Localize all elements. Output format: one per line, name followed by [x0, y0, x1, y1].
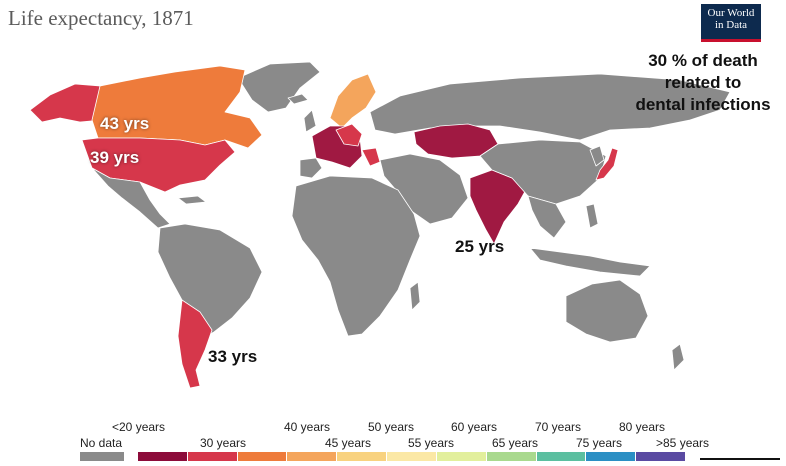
region-southeast-asia[interactable] — [527, 195, 567, 239]
region-argentina[interactable] — [177, 299, 213, 389]
region-mexico[interactable] — [91, 167, 171, 229]
chart-title: Life expectancy, 1871 — [8, 6, 194, 30]
logo-line-1: Our World — [707, 7, 755, 19]
region-balkans[interactable] — [361, 147, 381, 167]
note-line-3: dental infections — [635, 95, 771, 114]
logo-line-2: in Data — [714, 19, 748, 31]
label-argentina: 33 yrs — [208, 347, 258, 366]
region-uk[interactable] — [303, 109, 317, 133]
region-indonesia[interactable] — [529, 247, 651, 277]
region-iceland[interactable] — [287, 93, 309, 105]
region-canada[interactable] — [91, 65, 263, 149]
owid-logo[interactable]: Our World in Data — [701, 4, 761, 42]
region-greenland[interactable] — [237, 61, 321, 113]
region-central-europe[interactable] — [335, 123, 363, 147]
region-australia[interactable] — [565, 279, 649, 343]
region-caribbean[interactable] — [177, 195, 207, 205]
label-india: 25 yrs — [455, 237, 505, 256]
region-japan[interactable] — [595, 147, 619, 181]
region-china[interactable] — [479, 139, 607, 205]
region-iberia[interactable] — [299, 157, 323, 179]
label-canada: 43 yrs — [100, 114, 150, 133]
label-usa: 39 yrs — [90, 148, 140, 167]
region-alaska[interactable] — [29, 83, 103, 123]
region-scandinavia[interactable] — [329, 73, 377, 129]
annotation-note: 30 % of death related to dental infectio… — [628, 50, 778, 116]
note-line-2: related to — [664, 73, 742, 92]
region-madagascar[interactable] — [409, 281, 421, 311]
note-line-1: 30 % of death — [648, 51, 758, 70]
region-korea[interactable] — [589, 145, 605, 167]
region-middle-east[interactable] — [379, 153, 469, 225]
region-africa[interactable] — [291, 175, 421, 337]
region-new-zealand[interactable] — [671, 343, 685, 371]
region-philippines[interactable] — [585, 203, 599, 229]
region-south-america[interactable] — [157, 223, 263, 341]
